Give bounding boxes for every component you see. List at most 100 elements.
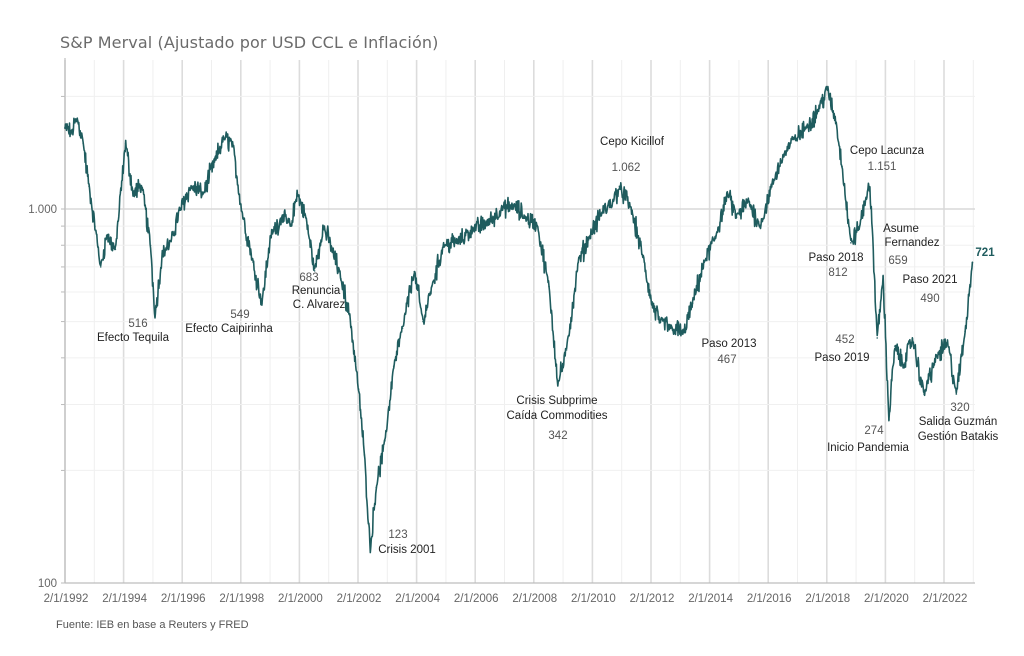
annotation-label-alvarez-2: C. Alvarez <box>293 299 346 311</box>
data-point <box>269 234 272 237</box>
data-point <box>641 254 644 257</box>
data-point <box>577 261 580 264</box>
annotation-value-crisis-2001: 123 <box>388 529 407 541</box>
data-point <box>313 270 316 272</box>
data-point <box>715 234 717 237</box>
data-point <box>870 208 873 210</box>
data-point <box>252 261 254 264</box>
data-point <box>149 244 152 247</box>
annotation-layer: 516 Efecto Tequila 549 Efecto Caipirinha… <box>97 136 999 556</box>
annotation-value-lacunza: 1.151 <box>868 161 897 173</box>
data-point <box>826 87 829 90</box>
x-tick-label: 2/1/2016 <box>747 593 792 605</box>
data-point <box>161 252 164 255</box>
data-point <box>671 327 673 330</box>
data-point <box>536 225 539 227</box>
data-point <box>223 137 225 139</box>
annotation-value-paso-2019: 452 <box>835 334 854 346</box>
data-point <box>322 225 325 227</box>
data-point <box>331 248 334 251</box>
data-point <box>565 349 568 351</box>
data-point <box>858 225 861 227</box>
data-point <box>401 327 404 330</box>
axis-layer: 100 1.000 2/1/1992 2/1/1994 2/1/1996 2/1/1998… <box>28 58 975 605</box>
annotation-value-subprime: 342 <box>548 430 567 442</box>
annotation-label-guzman-1: Salida Guzmán <box>919 416 998 428</box>
data-point <box>375 486 377 489</box>
annotation-value-tequila: 516 <box>128 318 147 330</box>
x-tick-label: 2/1/2022 <box>923 593 968 605</box>
data-point <box>817 108 820 110</box>
data-point <box>340 278 342 280</box>
data-point <box>422 320 424 323</box>
data-point <box>132 192 134 195</box>
data-point <box>806 126 808 129</box>
data-point <box>290 225 292 227</box>
data-point <box>770 185 773 188</box>
annotation-label-kicillof: Cepo Kicillof <box>600 136 665 148</box>
data-point <box>501 208 503 210</box>
y-tick-label: 100 <box>38 578 57 590</box>
data-point <box>850 242 852 244</box>
data-point <box>486 221 489 224</box>
data-point <box>70 131 73 134</box>
data-point <box>513 204 515 207</box>
data-point <box>190 185 193 188</box>
data-point <box>835 122 837 124</box>
data-point <box>683 331 685 334</box>
data-point <box>964 330 966 333</box>
annotation-label-alvarez-1: Renuncia <box>292 285 341 297</box>
data-point <box>659 320 662 323</box>
data-point <box>82 142 84 144</box>
data-point <box>747 200 750 202</box>
annotation-label-paso-2019: Paso 2019 <box>815 352 870 364</box>
data-point <box>888 418 890 421</box>
data-point <box>261 302 263 304</box>
x-tick-label: 2/1/2018 <box>805 593 850 605</box>
annotation-label-subprime-1: Crisis Subprime <box>516 395 597 407</box>
annotation-label-crisis-2001: Crisis 2001 <box>378 544 436 556</box>
annotation-label-fernandez-2: Fernandez <box>885 237 940 249</box>
annotation-label-tequila: Efecto Tequila <box>97 332 170 344</box>
data-point <box>384 440 386 442</box>
data-point <box>305 216 307 219</box>
data-point <box>363 454 366 456</box>
data-point <box>600 211 603 214</box>
data-point <box>782 153 785 156</box>
data-point <box>64 126 66 129</box>
data-point <box>392 365 395 367</box>
annotation-value-fernandez: 659 <box>888 255 907 267</box>
data-point <box>88 185 90 188</box>
data-point <box>105 234 108 237</box>
data-point <box>214 159 216 162</box>
annotation-label-caipirinha: Efecto Caipirinha <box>185 323 273 335</box>
annotation-label-paso-2013: Paso 2013 <box>702 338 757 350</box>
data-point <box>902 365 905 367</box>
data-point <box>348 314 351 317</box>
annotation-label-guzman-2: Gestión Batakis <box>918 431 999 443</box>
data-point <box>548 285 550 288</box>
data-point <box>618 185 621 188</box>
x-tick-label: 2/1/2020 <box>864 593 909 605</box>
data-point <box>76 117 79 119</box>
series-line-merval <box>64 85 974 554</box>
data-point <box>923 393 925 395</box>
x-tick-label: 2/1/2008 <box>512 593 557 605</box>
annotation-label-subprime-2: Caída Commodities <box>507 410 608 422</box>
annotation-label-lacunza: Cepo Lacunza <box>850 145 925 157</box>
data-point <box>867 185 870 187</box>
data-point <box>99 266 102 268</box>
y-tick-label: 1.000 <box>28 204 57 216</box>
data-point <box>703 261 706 264</box>
data-point <box>296 192 298 195</box>
annotation-value-pandemia: 274 <box>864 425 884 437</box>
annotation-value-caipirinha: 549 <box>230 309 249 321</box>
data-point <box>955 393 958 395</box>
data-point <box>457 240 460 243</box>
annotation-label-pandemia: Inicio Pandemia <box>827 442 909 454</box>
last-value-label: 721 <box>975 247 995 259</box>
data-point <box>691 302 694 304</box>
data-point <box>882 275 884 278</box>
data-point <box>281 216 284 219</box>
